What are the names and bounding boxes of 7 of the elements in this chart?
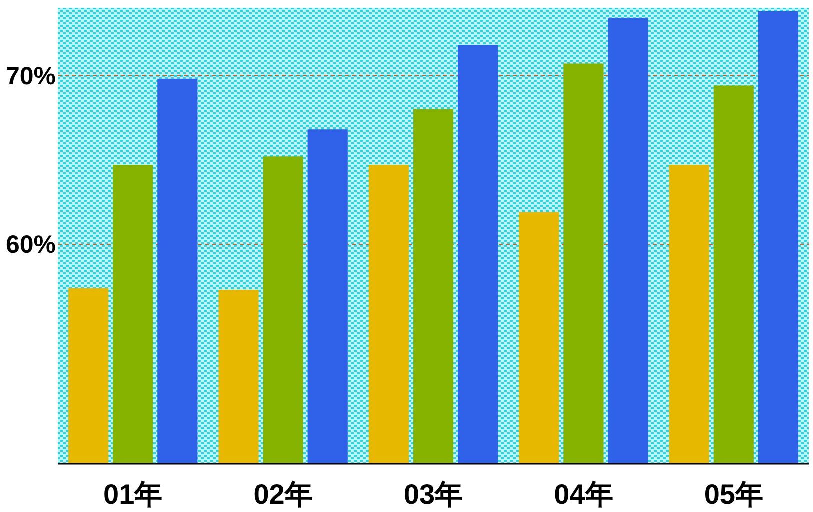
x-tick-label: 05年 [704, 479, 764, 510]
x-tick-label: 03年 [404, 479, 464, 510]
x-tick-label: 01年 [104, 479, 163, 510]
x-tick-label: 02年 [254, 479, 313, 510]
x-tick-label: 04年 [554, 479, 614, 510]
y-tick-label: 70% [6, 62, 56, 90]
y-tick-label: 60% [6, 231, 56, 260]
